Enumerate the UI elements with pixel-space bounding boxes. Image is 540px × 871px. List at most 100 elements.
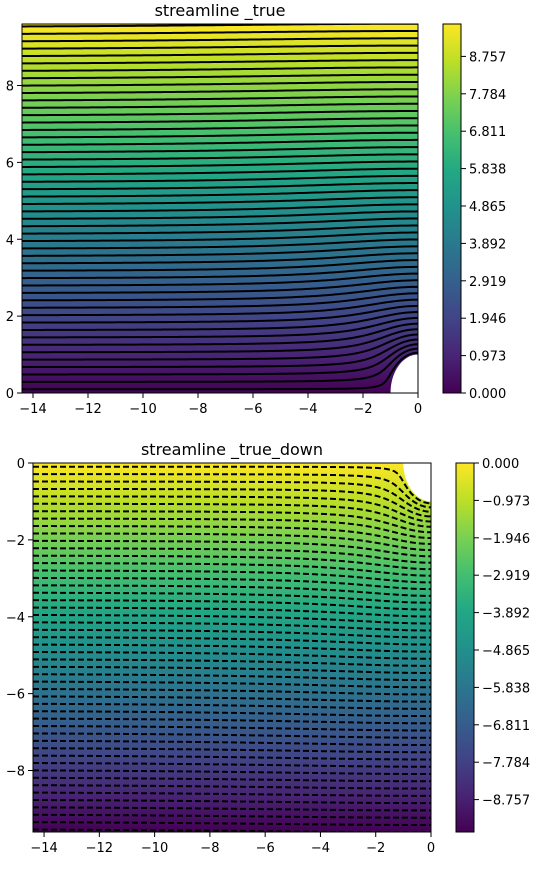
x-tick-label: −4 <box>311 841 330 856</box>
colorbar-tick-label: −5.838 <box>482 681 530 696</box>
streamline <box>33 747 431 754</box>
streamline <box>22 153 418 161</box>
streamline <box>22 231 418 243</box>
streamline <box>22 138 418 146</box>
y-tick-label: −2 <box>6 534 25 549</box>
x-tick-label: −2 <box>353 402 372 417</box>
colorbar-tick-label: −0.973 <box>482 494 530 509</box>
streamline <box>33 776 431 783</box>
plot-title-bottom: streamline _true_down <box>141 440 323 460</box>
colorbar-tick-label: −6.811 <box>482 719 530 734</box>
streamline <box>22 203 418 213</box>
streamline <box>22 80 418 87</box>
x-axis-bottom: −14 −12 −10 −8 −6 −4 −2 0 <box>30 832 435 856</box>
colorbar-tick-label: −2.919 <box>482 569 530 584</box>
colorbar-tick-label: 4.865 <box>469 200 506 215</box>
streamline <box>33 702 431 710</box>
colorbar-tick-label: 3.892 <box>469 237 506 252</box>
y-tick-label: 8 <box>6 80 14 95</box>
streamline <box>33 643 431 653</box>
streamline <box>33 606 431 618</box>
x-tick-label: −8 <box>200 841 219 856</box>
y-tick-label: 6 <box>6 156 14 171</box>
colorbar-tick-label: 8.757 <box>469 50 506 65</box>
plot-top: streamline _true −14 −12 −10 −8 −6 −4 −2 0 0 2 4 6… <box>6 1 507 417</box>
streamline <box>33 762 431 768</box>
streamline <box>33 739 431 746</box>
axes-frame-bottom <box>32 462 432 833</box>
streamline <box>33 665 431 674</box>
streamline <box>22 245 418 257</box>
streamline <box>22 298 418 317</box>
x-tick-label: −2 <box>366 841 385 856</box>
colorbar-tick-label: −7.784 <box>482 756 530 771</box>
streamline <box>22 351 418 391</box>
streamline <box>22 124 418 131</box>
colorbar-tick-label: 7.784 <box>469 88 506 103</box>
colorbar-top <box>443 24 461 393</box>
x-tick-label: −12 <box>86 841 113 856</box>
y-tick-label: −4 <box>6 611 25 626</box>
x-tick-label: −10 <box>141 841 168 856</box>
streamline <box>33 584 431 597</box>
y-axis-bottom: −8 −6 −4 −2 0 <box>6 457 33 780</box>
streamline <box>33 532 431 552</box>
plot-bottom: streamline _true_down −14 −12 −10 −8 −6 −4 −2 0… <box>6 440 530 856</box>
x-tick-label: −8 <box>188 402 207 417</box>
streamline <box>22 322 418 346</box>
streamline <box>22 285 418 302</box>
streamline <box>22 210 418 220</box>
x-tick-label: 0 <box>427 841 435 856</box>
streamline <box>22 102 418 109</box>
colorbar-axis-top: 0.000 0.973 1.946 2.919 3.892 4.865 5.838 6.811… <box>461 50 506 402</box>
y-axis-top: 0 2 4 6 8 <box>6 80 22 402</box>
streamline <box>22 167 418 176</box>
streamline <box>33 628 431 639</box>
obstacle-top <box>390 354 418 393</box>
streamline <box>22 44 418 50</box>
x-tick-label: −6 <box>243 402 262 417</box>
streamline <box>22 259 418 272</box>
streamline <box>22 217 418 228</box>
streamline <box>22 95 418 102</box>
colorbar-tick-label: 0.000 <box>469 387 506 402</box>
streamline <box>22 265 418 280</box>
streamline <box>33 754 431 761</box>
streamline <box>33 658 431 667</box>
streamline <box>22 59 418 65</box>
colorbar-tick-label: −3.892 <box>482 607 530 622</box>
streamline <box>33 688 431 696</box>
streamline <box>33 465 431 505</box>
streamline <box>33 480 431 513</box>
streamline <box>22 311 418 331</box>
streamline <box>22 196 418 205</box>
streamline <box>33 821 431 827</box>
streamline <box>33 502 431 528</box>
y-tick-label: 0 <box>6 387 14 402</box>
streamline <box>22 304 418 324</box>
streamline <box>33 769 431 776</box>
streamline <box>22 338 418 369</box>
streamline <box>22 174 418 183</box>
streamline <box>33 495 431 523</box>
streamline <box>22 29 418 35</box>
streamline <box>33 591 431 604</box>
streamline <box>22 272 418 287</box>
streamline <box>33 525 431 545</box>
streamline <box>22 279 418 294</box>
y-tick-label: 4 <box>6 233 14 248</box>
streamline <box>33 717 431 725</box>
colorbar-tick-label: 5.838 <box>469 163 506 178</box>
colorbar-tick-label: 0.973 <box>469 350 506 365</box>
streamline <box>33 487 431 518</box>
streamline <box>33 473 431 509</box>
plot-title-top: streamline _true <box>155 1 286 21</box>
streamline <box>33 710 431 718</box>
x-tick-label: −10 <box>129 402 156 417</box>
streamline <box>33 828 431 832</box>
streamline <box>22 316 418 339</box>
streamline <box>22 224 418 235</box>
x-tick-label: −4 <box>298 402 317 417</box>
x-tick-label: −12 <box>74 402 101 417</box>
y-tick-label: 0 <box>17 457 25 472</box>
